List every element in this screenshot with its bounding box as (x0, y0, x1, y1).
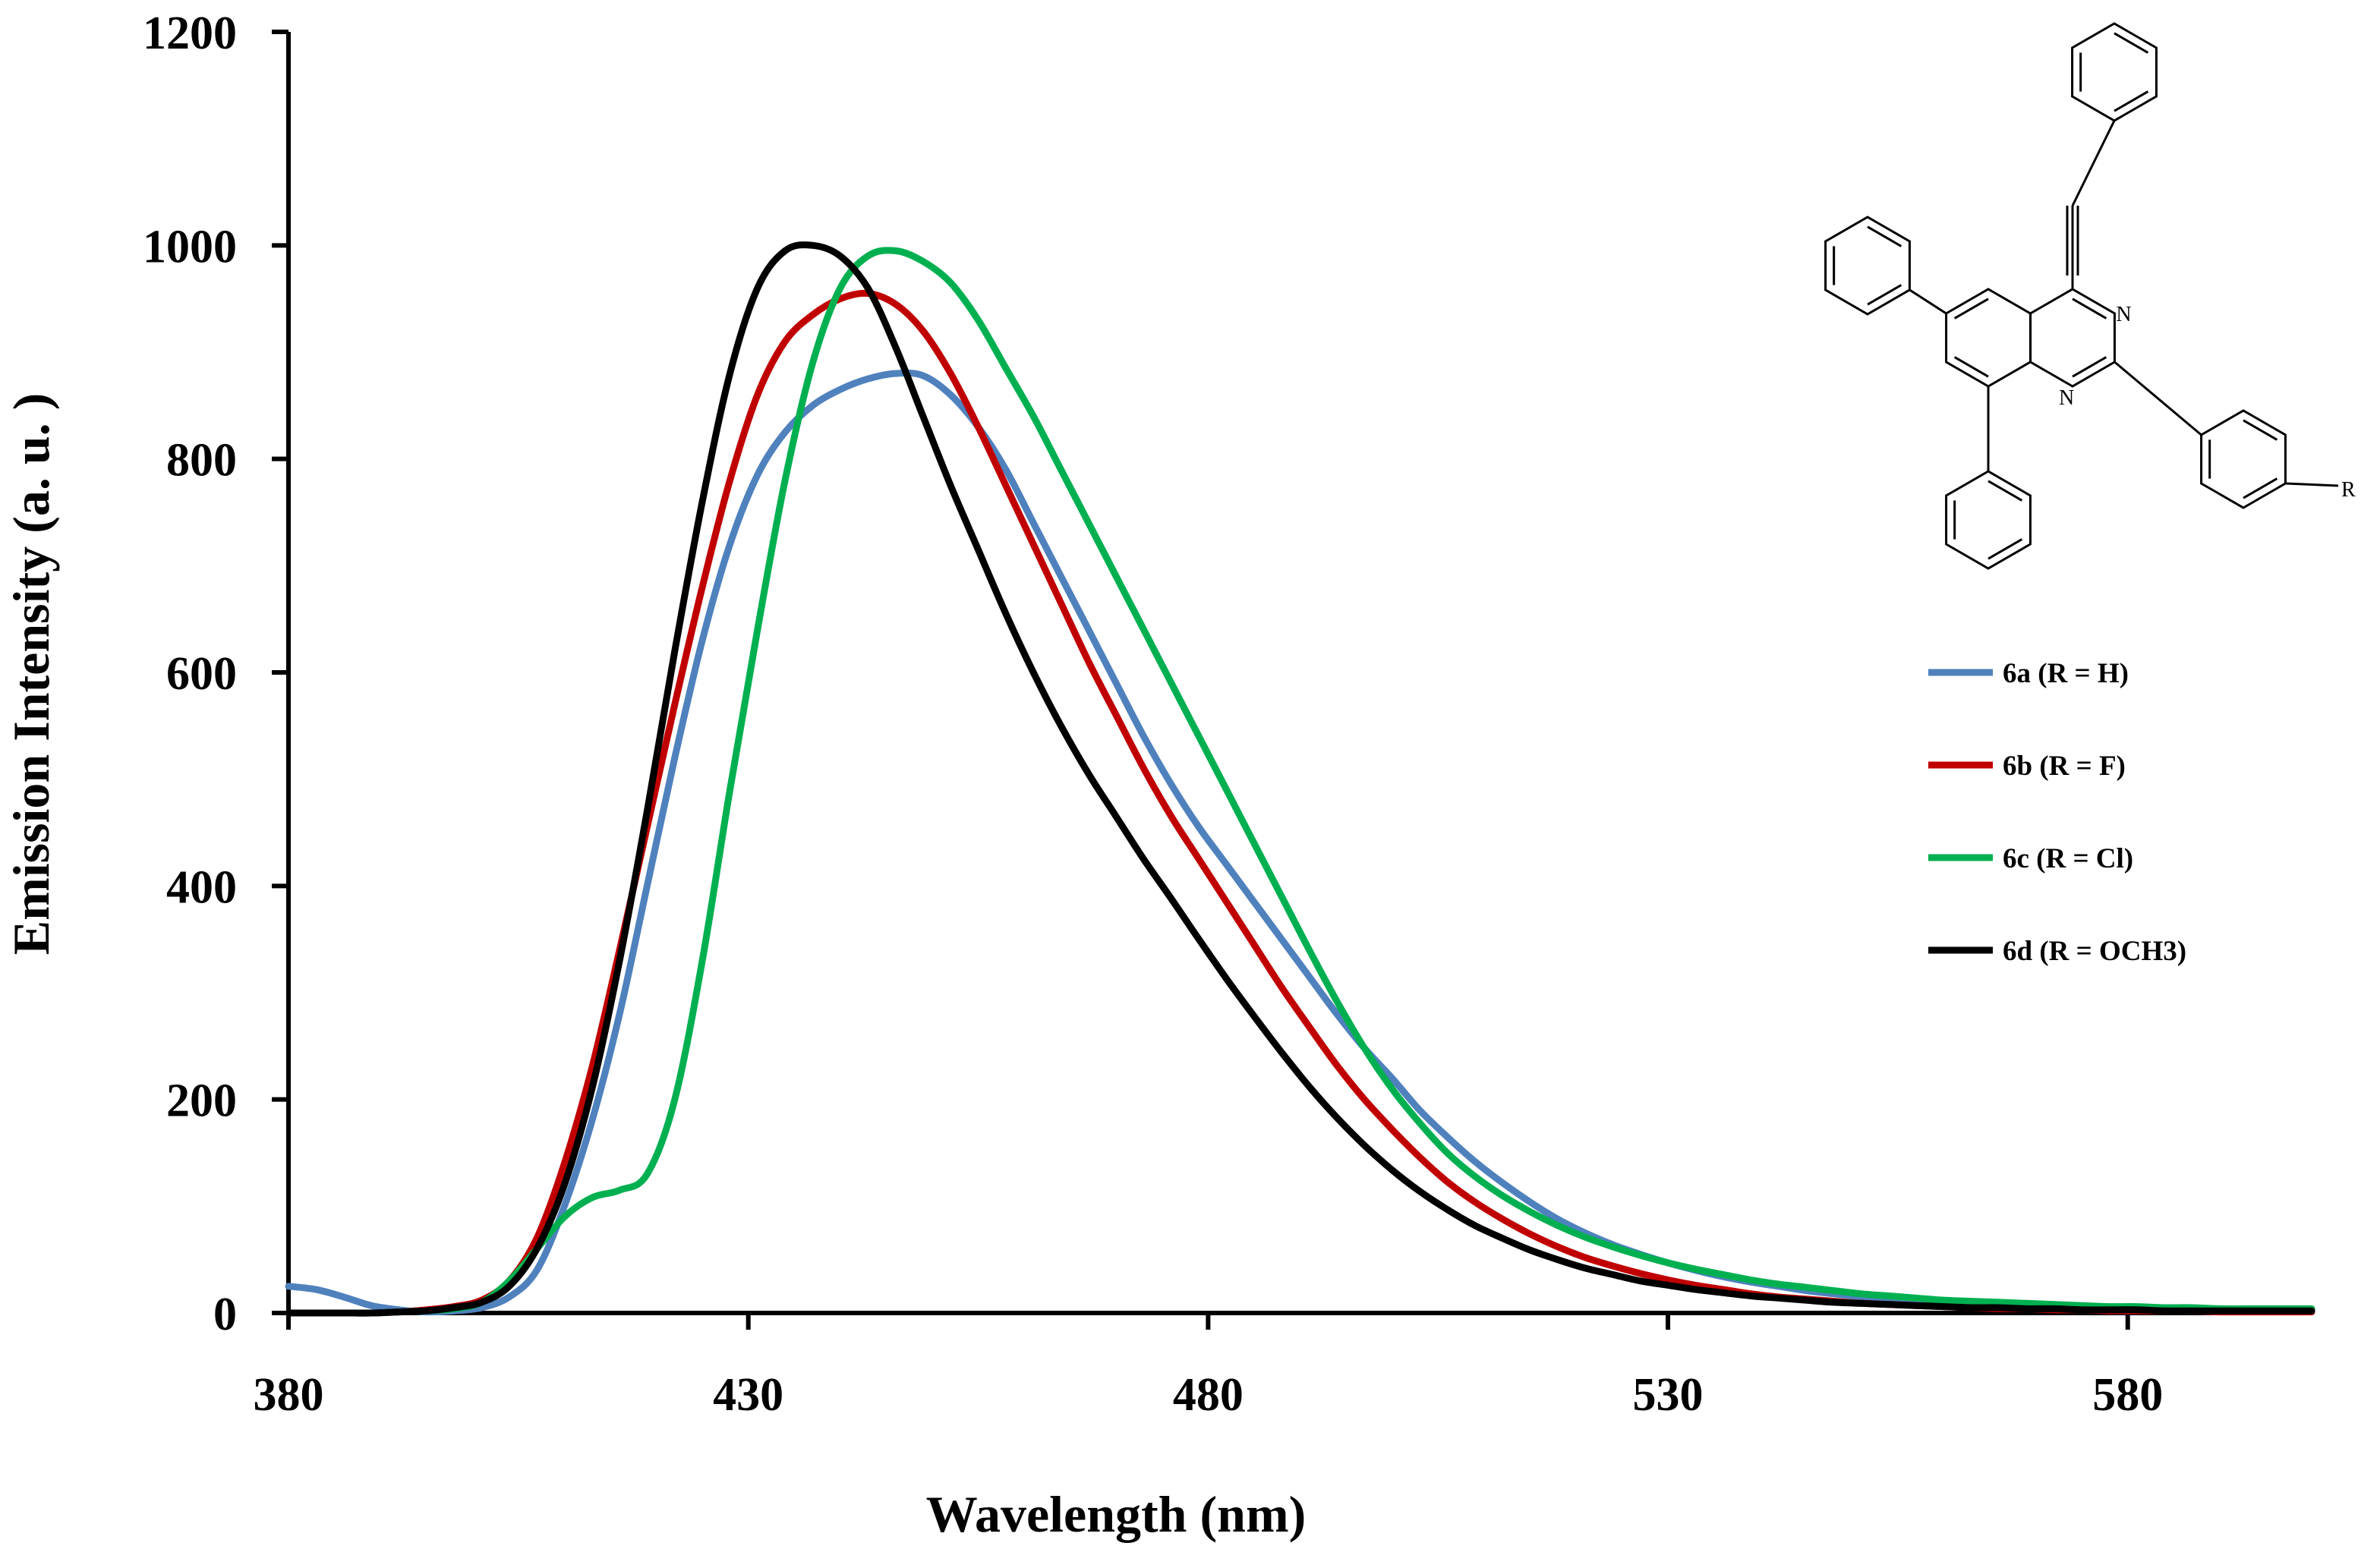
y-tick-label: 1200 (143, 8, 237, 59)
y-tick-label: 1000 (143, 221, 237, 272)
phenyl-ring-top (2071, 22, 2158, 122)
pyrimidine-ring-double-bond (2072, 298, 2107, 320)
pyrimidine-ring-double-bond (2072, 356, 2107, 378)
phenyl-ring-bottom (1945, 470, 2032, 570)
x-tick-label: 580 (2092, 1369, 2163, 1421)
y-tick-label: 200 (166, 1075, 237, 1127)
legend-label-6a: 6a (R = H) (2003, 658, 2129, 689)
series-line-6d (285, 241, 2315, 1317)
legend-label-6b: 6b (R = F) (2003, 751, 2126, 782)
aryl-ring-right-double-bond (2243, 419, 2278, 441)
x-tick-label: 380 (254, 1369, 324, 1421)
benzo-ring-double-bond (1953, 356, 1989, 378)
x-tick-label: 430 (713, 1369, 783, 1421)
legend-label-6d: 6d (R = OCH3) (2003, 936, 2186, 967)
series-line-6c (285, 247, 2315, 1317)
aryl-to-substituent (2285, 482, 2339, 487)
aryl-ring-right (2200, 409, 2287, 509)
molecule-structure: N N R (1824, 22, 2356, 570)
y-ticks: 0 200 400 600 800 1000 1200 (143, 8, 288, 1340)
phenyl-ring-left-double-bond (1867, 284, 1902, 306)
legend-label-6c: 6c (R = Cl) (2003, 843, 2133, 874)
phenyl-ring-top-double-bond (2114, 90, 2149, 112)
y-tick-label: 0 (213, 1289, 237, 1340)
y-tick-label: 600 (166, 648, 237, 700)
series-line-6b (285, 289, 2315, 1317)
benzo-to-left-phenyl (1909, 288, 1947, 315)
legend: 6a (R = H) 6b (R = F) 6c (R = Cl) 6d (R = O… (1928, 658, 2186, 967)
benzo-ring (1945, 288, 2032, 388)
nitrogen-label: N (2116, 303, 2131, 326)
series-lines (285, 241, 2315, 1317)
alkyne-to-phenyl (2071, 120, 2116, 206)
y-tick-label: 800 (166, 435, 237, 486)
x-axis-title: Wavelength (nm) (926, 1485, 1307, 1543)
pyrimidine-to-aryl (2114, 361, 2202, 436)
phenyl-ring-bottom-double-bond (1988, 480, 2023, 502)
phenyl-ring-left-double-bond (1867, 225, 1902, 247)
y-axis-title: Emission Intensity (a. u. ) (2, 393, 60, 956)
benzo-ring-double-bond (1953, 298, 1989, 320)
x-tick-label: 480 (1173, 1369, 1244, 1421)
phenyl-ring-top-double-bond (2114, 32, 2149, 54)
nitrogen-label: N (2059, 386, 2074, 410)
phenyl-ring-bottom-double-bond (1988, 538, 2023, 560)
phenyl-ring-left (1824, 216, 1911, 316)
x-ticks: 380 430 480 530 580 (254, 1313, 2163, 1421)
x-tick-label: 530 (1633, 1369, 1704, 1421)
substituent-label: R (2341, 478, 2356, 502)
y-tick-label: 400 (166, 861, 237, 913)
aryl-ring-right-double-bond (2243, 477, 2278, 499)
pyrimidine-ring (2029, 288, 2116, 388)
